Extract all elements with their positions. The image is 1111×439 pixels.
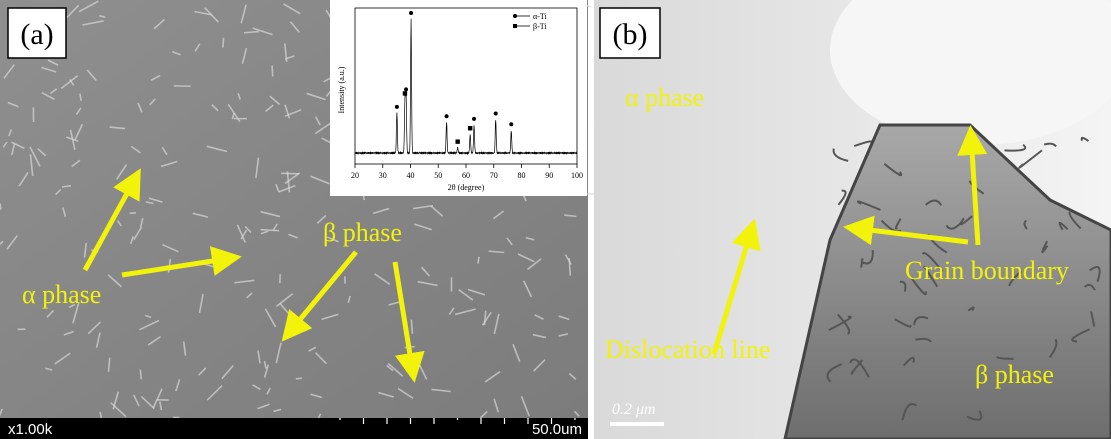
annotation: Dislocation line (605, 335, 770, 364)
panel-a: x1.00k 50.0um (a) α phase β phase 20 30 40… (0, 0, 597, 439)
panel-label: (b) (613, 18, 648, 51)
peak-marker (455, 139, 459, 143)
annotation: Grain boundary (905, 256, 1069, 285)
peak-marker (403, 91, 407, 95)
peak-marker (494, 112, 498, 116)
legend-label: α-Ti (533, 12, 547, 21)
dislocation (861, 258, 862, 267)
scale-text: 0.2 μm (612, 401, 656, 418)
texture-streak (478, 257, 479, 264)
x-tick-label: 20 (351, 171, 359, 180)
texture-streak (261, 230, 280, 231)
peak-marker (472, 117, 476, 121)
peak-marker (468, 126, 472, 130)
x-tick-label: 50 (434, 171, 442, 180)
legend-marker (513, 24, 517, 28)
peak-marker (409, 11, 413, 15)
texture-streak (80, 94, 81, 101)
x-tick-label: 80 (518, 171, 526, 180)
inset (330, 0, 587, 196)
x-tick-label: 40 (407, 171, 415, 180)
x-tick-label: 60 (462, 171, 470, 180)
x-tick-label: 30 (379, 171, 387, 180)
panel-b: (b) α phase Dislocation line Grain bound… (594, 0, 1111, 439)
x-tick-label: 70 (490, 171, 498, 180)
legend-label: β-Ti (533, 22, 547, 31)
peak-marker (404, 87, 408, 91)
figure: x1.00k 50.0um (a) α phase β phase 20 30 40… (0, 0, 1111, 439)
magnification: x1.00k (8, 421, 53, 438)
annotation: β phase (975, 360, 1054, 389)
annotation: β phase (323, 218, 402, 247)
y-axis-label: Intensity (a.u.) (337, 66, 346, 113)
texture-streak (411, 320, 412, 334)
panel-label: (a) (20, 18, 53, 51)
peak-marker (509, 122, 513, 126)
texture-streak (223, 38, 224, 48)
scale-bar (610, 422, 664, 426)
legend-marker (513, 14, 517, 18)
peak-marker (445, 114, 449, 118)
texture-streak (272, 65, 273, 76)
texture-streak (140, 370, 141, 380)
texture-streak (569, 258, 570, 275)
texture-streak (0, 204, 1, 210)
peak-marker (395, 105, 399, 109)
x-tick-label: 100 (571, 171, 583, 180)
info-bar (0, 418, 588, 439)
x-axis-label: 2θ (degree) (448, 183, 485, 192)
scale-text: 50.0um (532, 421, 582, 438)
annotation: α phase (22, 280, 101, 309)
annotation: α phase (625, 83, 704, 112)
texture-streak (296, 378, 302, 379)
x-tick-label: 90 (545, 171, 553, 180)
